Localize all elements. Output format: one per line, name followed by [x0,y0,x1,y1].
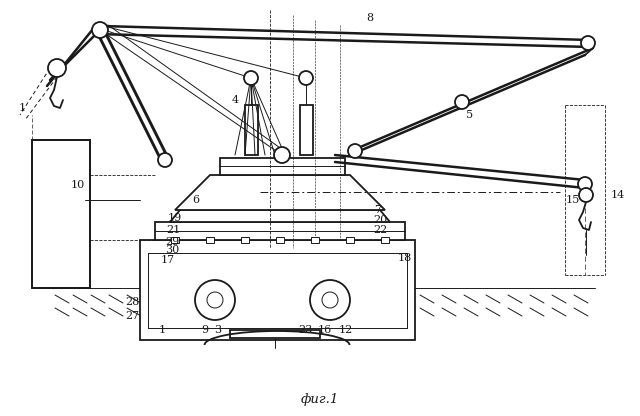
Polygon shape [170,210,390,222]
Text: 9: 9 [202,325,209,335]
Polygon shape [140,240,415,340]
Circle shape [348,144,362,158]
Text: 22: 22 [373,225,387,235]
Polygon shape [171,237,179,243]
Text: 29: 29 [165,237,179,247]
Text: 6: 6 [193,195,200,205]
Polygon shape [276,237,284,243]
Circle shape [207,292,223,308]
Circle shape [579,188,593,202]
Polygon shape [230,330,320,338]
Text: 7: 7 [374,205,381,215]
Text: 19: 19 [168,213,182,223]
Polygon shape [155,222,405,240]
Circle shape [158,153,172,167]
Text: 28: 28 [125,297,139,307]
Circle shape [578,177,592,191]
Circle shape [581,36,595,50]
Polygon shape [346,237,354,243]
Polygon shape [32,140,90,288]
Circle shape [455,95,469,109]
Text: 8: 8 [367,13,374,23]
Circle shape [195,280,235,320]
Polygon shape [220,158,345,175]
Polygon shape [175,175,385,210]
Polygon shape [245,105,258,155]
Text: 3: 3 [214,325,221,335]
Circle shape [310,280,350,320]
Text: 27: 27 [125,311,139,321]
Text: 20: 20 [373,215,387,225]
Text: 5: 5 [467,110,474,120]
Polygon shape [311,237,319,243]
Text: 17: 17 [161,255,175,265]
Text: 12: 12 [339,325,353,335]
Text: 18: 18 [398,253,412,263]
Polygon shape [206,237,214,243]
Circle shape [299,71,313,85]
Text: 21: 21 [166,225,180,235]
Circle shape [48,59,66,77]
Circle shape [274,147,290,163]
Text: 4: 4 [232,95,239,105]
Text: 16: 16 [318,325,332,335]
Text: 15: 15 [566,195,580,205]
Text: 14: 14 [611,190,625,200]
Circle shape [92,22,108,38]
Text: 30: 30 [165,245,179,255]
Polygon shape [300,105,313,155]
Text: 1: 1 [159,325,166,335]
Text: 1: 1 [19,103,26,113]
Text: фиг.1: фиг.1 [301,394,339,406]
Text: 23: 23 [298,325,312,335]
Polygon shape [381,237,389,243]
Polygon shape [241,237,249,243]
Circle shape [244,71,258,85]
Circle shape [322,292,338,308]
Text: 10: 10 [71,180,85,190]
